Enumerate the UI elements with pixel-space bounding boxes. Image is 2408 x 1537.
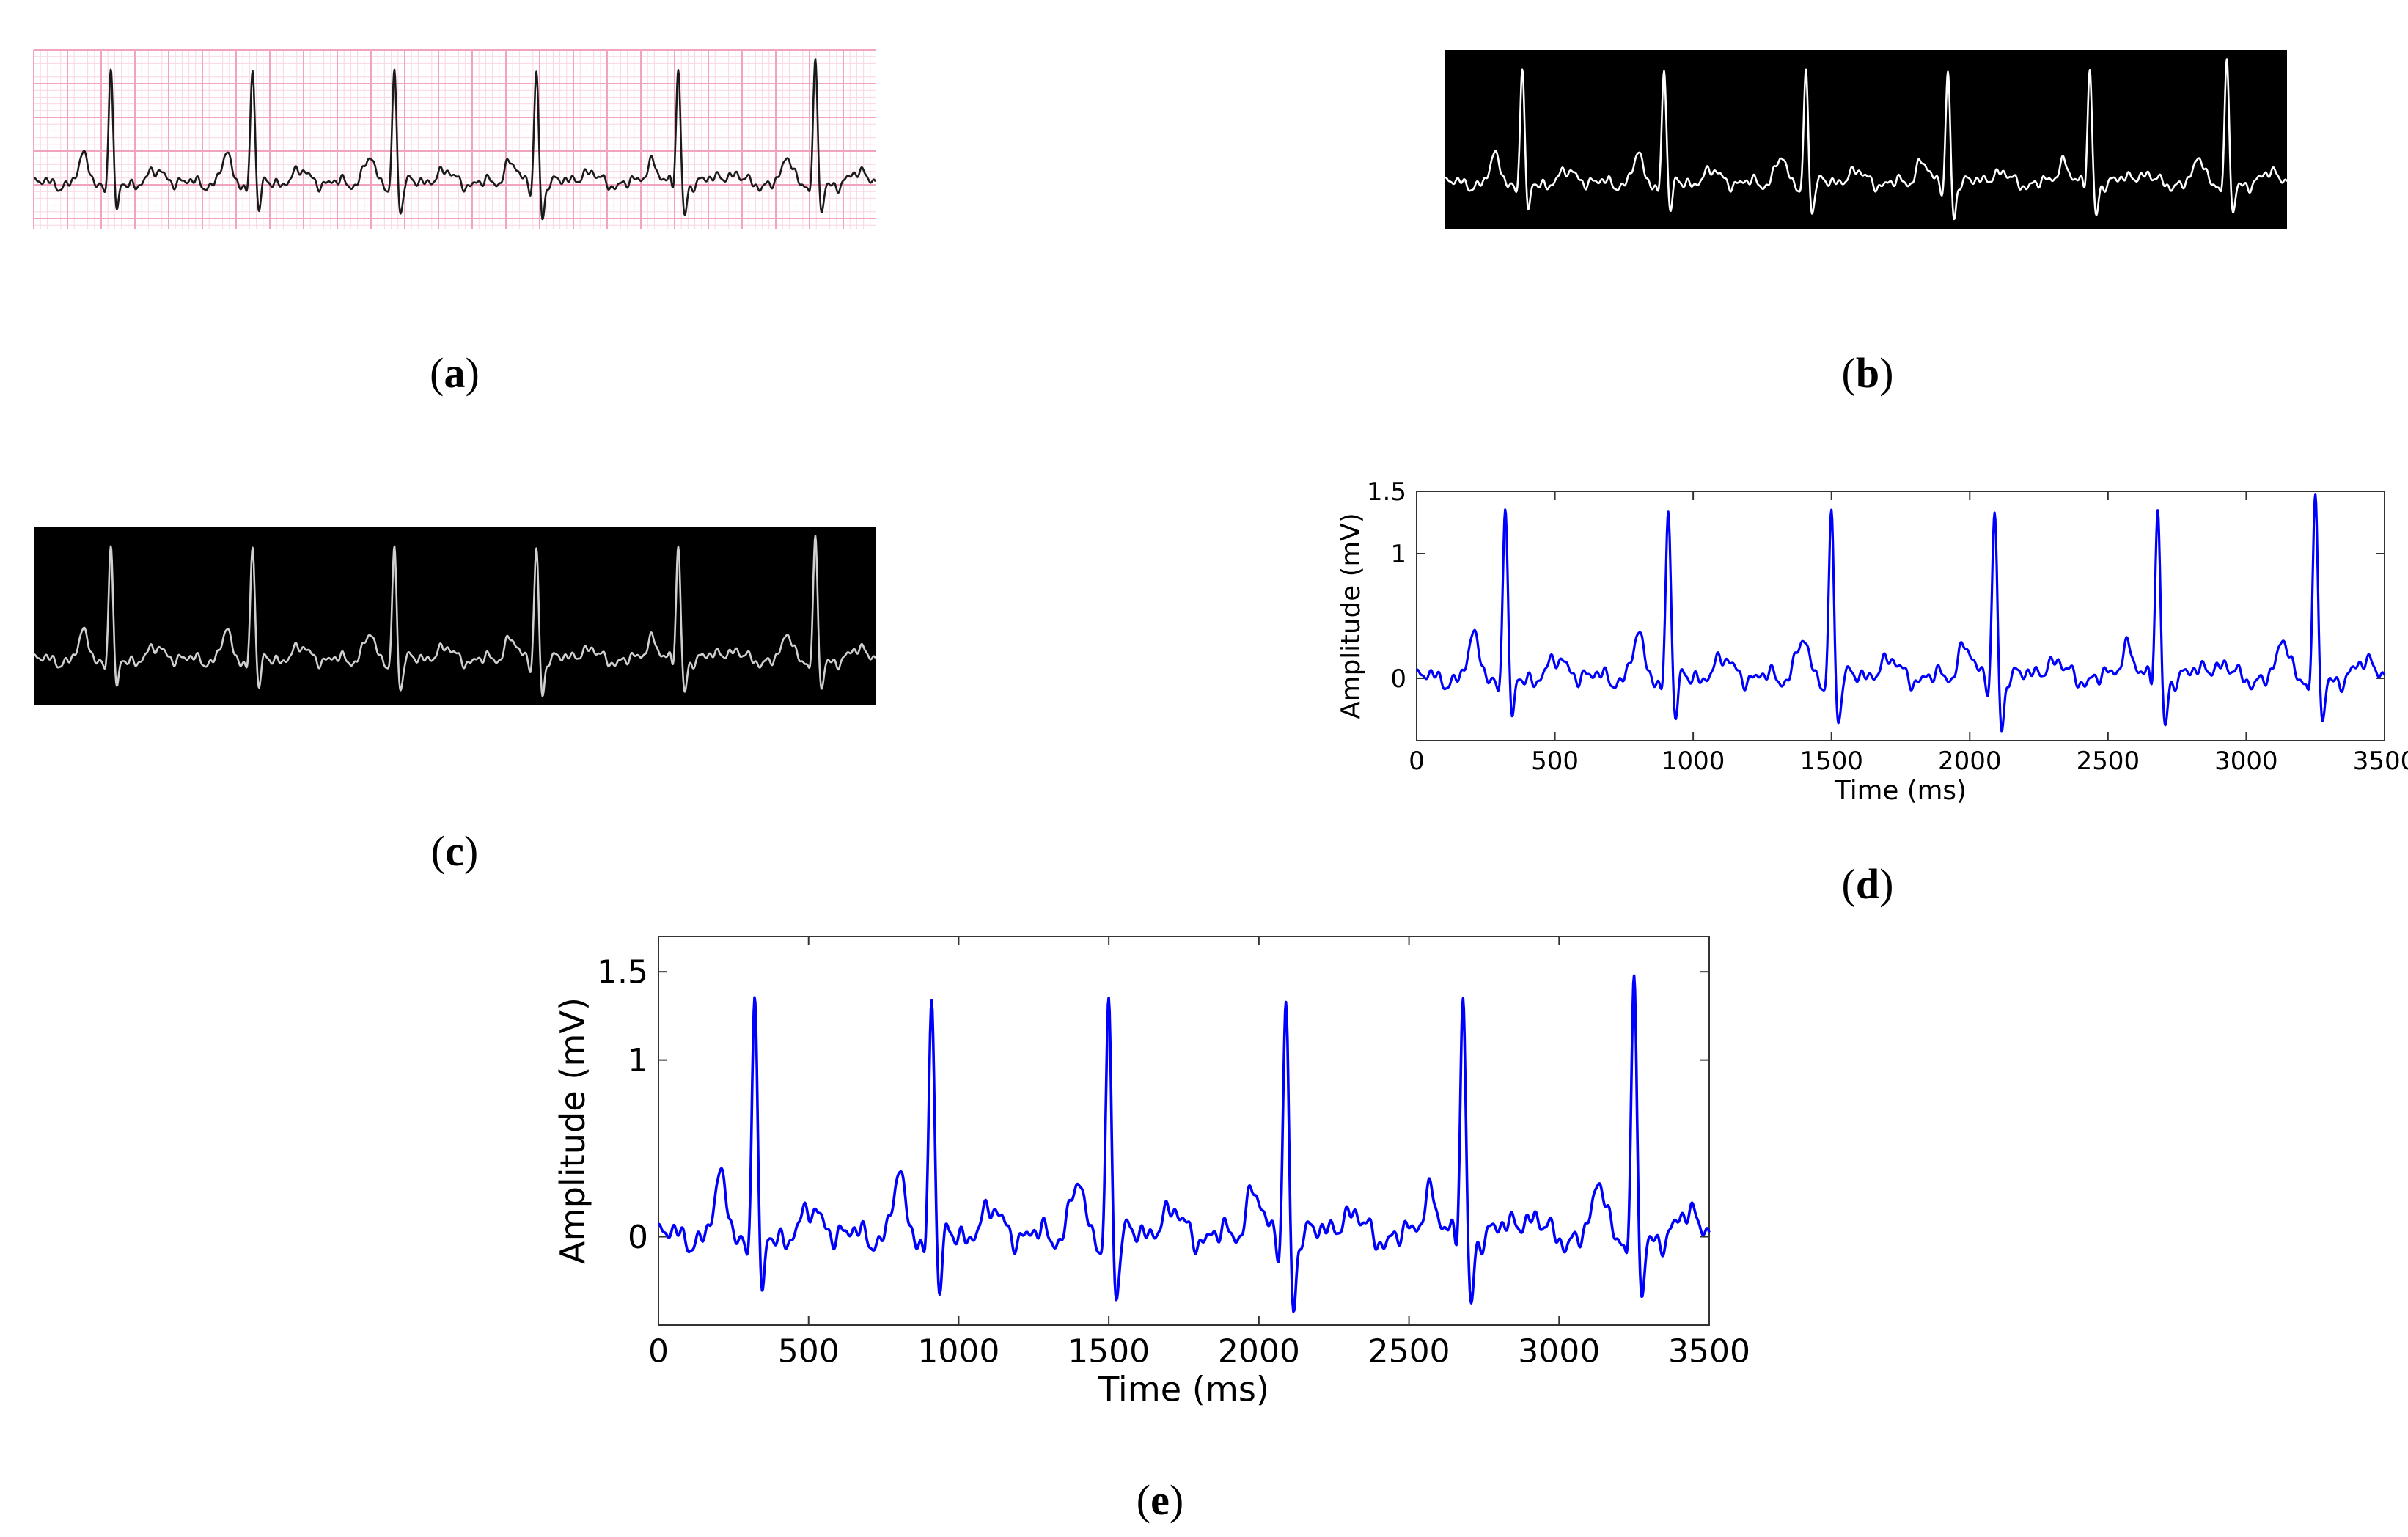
- caption-a: (a): [430, 349, 480, 397]
- caption-a-letter: a: [444, 349, 466, 397]
- x-tick-label: 0: [1409, 747, 1425, 776]
- ecg-series-line: [1416, 493, 2386, 733]
- panel-a: [33, 49, 877, 229]
- x-tick-label: 3000: [2214, 747, 2278, 776]
- x-tick-label: 1500: [1068, 1333, 1150, 1371]
- y-tick-label: 1.5: [1367, 477, 1406, 507]
- y-tick-label: 0: [1390, 664, 1406, 694]
- ecg-trace: [33, 58, 877, 221]
- y-tick-label: 0: [628, 1219, 648, 1256]
- panel-e-chart: 0 500 1000 1500 2000 2500 3000 3500 0 1 1.5 Time (m…: [553, 936, 1750, 1409]
- caption-b-letter: b: [1855, 349, 1880, 397]
- x-tick-label: 3500: [2353, 747, 2408, 776]
- x-tick-label: 2500: [2077, 747, 2140, 776]
- caption-c: (c): [430, 827, 479, 875]
- caption-c-letter: c: [445, 827, 464, 875]
- ecg-series-line: [657, 974, 1711, 1313]
- x-tick-label: 3500: [1668, 1333, 1750, 1371]
- panel-e: 0 500 1000 1500 2000 2500 3000 3500 0 1 1.5 Time (m…: [528, 924, 1774, 1437]
- x-tick-label: 1500: [1799, 747, 1863, 776]
- x-axis-label: Time (ms): [1098, 1369, 1269, 1409]
- ecg-trace: [33, 535, 877, 697]
- panel-c-ecg-strip: [33, 527, 877, 705]
- x-tick-label: 3000: [1518, 1333, 1600, 1371]
- x-tick-label: 2500: [1368, 1333, 1450, 1371]
- y-axis-label: Amplitude (mV): [553, 997, 592, 1264]
- x-tick-label: 1000: [1662, 747, 1725, 776]
- panel-b: [1445, 50, 2288, 229]
- x-tick-label: 2000: [1218, 1333, 1300, 1371]
- plot-area: [658, 936, 1710, 1326]
- panel-b-ecg-strip: [1445, 50, 2288, 229]
- caption-d: (d): [1841, 860, 1894, 908]
- x-tick-label: 1000: [917, 1333, 999, 1371]
- caption-e-letter: e: [1150, 1476, 1170, 1524]
- y-axis-label: Amplitude (mV): [1336, 513, 1366, 719]
- caption-b: (b): [1841, 349, 1894, 397]
- caption-e: (e): [1136, 1476, 1184, 1524]
- x-tick-label: 500: [778, 1333, 840, 1371]
- plot-area: [1416, 491, 2385, 741]
- x-axis-label: Time (ms): [1834, 776, 1967, 806]
- caption-d-letter: d: [1855, 860, 1880, 908]
- y-tick-label: 1: [628, 1042, 648, 1079]
- panel-d-chart: 0 500 1000 1500 2000 2500 3000 3500 0 1 1.5 Time (m…: [1336, 477, 2408, 806]
- panel-a-ecg-strip: [33, 49, 877, 229]
- x-tick-label: 2000: [1938, 747, 2002, 776]
- ecg-trace: [1445, 58, 2288, 221]
- y-tick-label: 1.5: [597, 954, 648, 991]
- black-background: [1445, 50, 2287, 229]
- x-tick-label: 500: [1531, 747, 1579, 776]
- x-tick-label: 0: [648, 1333, 669, 1371]
- panel-c: [33, 527, 877, 705]
- black-background: [34, 527, 876, 705]
- panel-d: 0 500 1000 1500 2000 2500 3000 3500 0 1 1.5 Time (m…: [1291, 469, 2408, 821]
- y-tick-label: 1: [1390, 540, 1406, 569]
